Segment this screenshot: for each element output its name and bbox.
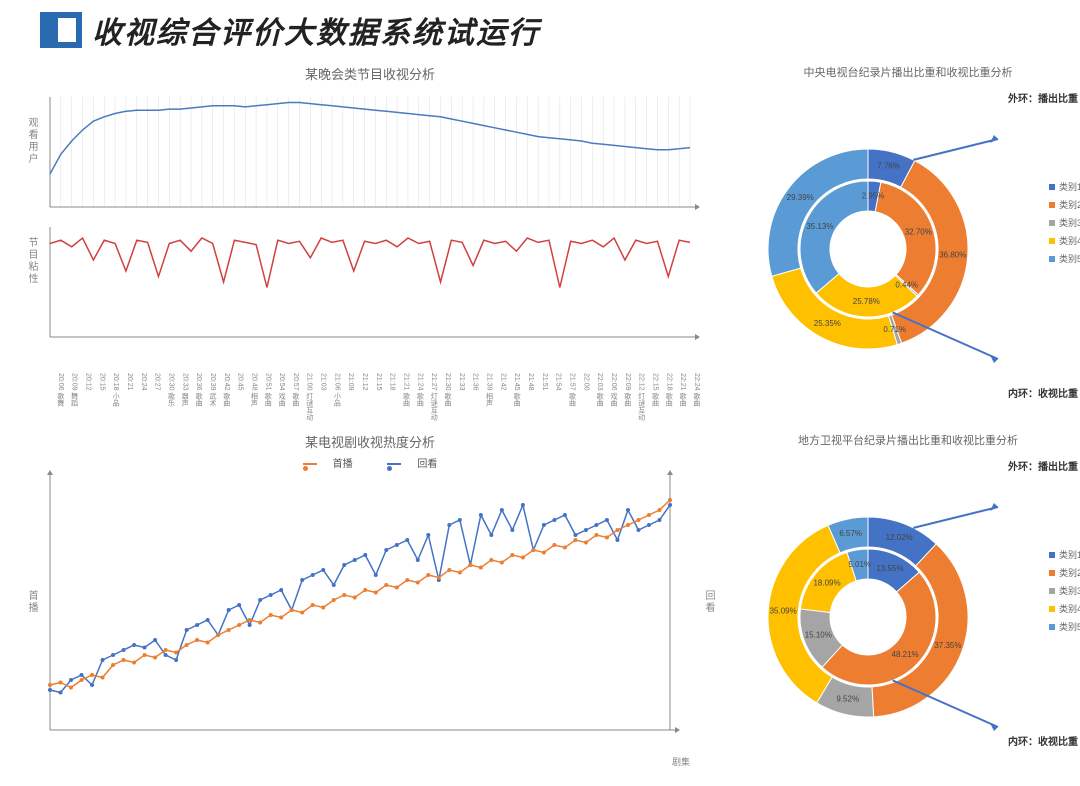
chart2-svg	[20, 470, 700, 750]
svg-text:7.76%: 7.76%	[877, 162, 900, 171]
svg-text:12.02%: 12.02%	[886, 533, 913, 542]
chart1-xticks: 20:06 歌舞20:09 舞蹈20:1220:1520:18 小品20:212…	[20, 373, 720, 420]
donut1-title: 中央电视台纪录片播出比重和收视比重分析	[728, 60, 1080, 84]
chart1-svg	[20, 87, 700, 357]
chart2-legend: 首播 回看	[20, 455, 720, 470]
chart2-legend1: 首播	[333, 459, 353, 470]
donut1-legend: 类别1类别2类别3类别4类别5	[1049, 180, 1080, 270]
svg-text:5.01%: 5.01%	[848, 560, 871, 569]
svg-text:9.52%: 9.52%	[836, 695, 859, 704]
svg-text:0.44%: 0.44%	[895, 280, 918, 289]
svg-text:37.35%: 37.35%	[934, 641, 961, 650]
chart1-sub2-ylabel: 节目粘性	[24, 237, 39, 285]
svg-text:25.78%: 25.78%	[853, 297, 880, 306]
svg-text:35.13%: 35.13%	[806, 222, 833, 231]
panel-donut2: 地方卫视平台纪录片播出比重和收视比重分析 12.02% 37.35% 9.52% 35…	[728, 428, 1080, 768]
svg-text:48.21%: 48.21%	[892, 650, 919, 659]
chart1-sub1-ylabel: 观看用户	[24, 117, 39, 165]
header-icon	[40, 12, 82, 48]
svg-text:18.09%: 18.09%	[813, 578, 840, 587]
svg-text:6.57%: 6.57%	[839, 529, 862, 538]
chart2-xlabel: 剧集	[20, 755, 720, 768]
donut2-title: 地方卫视平台纪录片播出比重和收视比重分析	[728, 428, 1080, 452]
chart2-legend2: 回看	[417, 459, 437, 470]
svg-text:0.71%: 0.71%	[883, 325, 906, 334]
svg-text:2.95%: 2.95%	[862, 191, 885, 200]
svg-text:32.70%: 32.70%	[905, 227, 932, 236]
page-title: 收视综合评价大数据系统试运行	[92, 8, 540, 52]
donut2-inner-label: 内环：收视比重	[1008, 733, 1078, 748]
svg-text:36.80%: 36.80%	[939, 250, 966, 259]
chart2-yleft-label: 首播	[24, 590, 39, 614]
page-header: 收视综合评价大数据系统试运行	[0, 0, 1080, 56]
chart2-yright-label: 回看	[701, 590, 716, 614]
svg-text:25.35%: 25.35%	[814, 319, 841, 328]
donut2-outer-label: 外环：播出比重	[1008, 458, 1078, 473]
svg-text:29.39%: 29.39%	[787, 193, 814, 202]
donut1-outer-label: 外环：播出比重	[1008, 90, 1078, 105]
dashboard-grid: 某晚会类节目收视分析 观看用户 节目粘性 20:06 歌舞20:09 舞蹈20:…	[0, 56, 1080, 778]
panel-donut1: 中央电视台纪录片播出比重和收视比重分析 7.76% 36.80% 0.71% 25.3…	[728, 60, 1080, 420]
donut2-legend: 类别1类别2类别3类别4类别5	[1049, 548, 1080, 638]
svg-text:13.55%: 13.55%	[876, 564, 903, 573]
svg-text:35.09%: 35.09%	[770, 607, 797, 616]
donut1-inner-label: 内环：收视比重	[1008, 385, 1078, 400]
svg-text:15.10%: 15.10%	[805, 631, 832, 640]
donut1-svg: 7.76% 36.80% 0.71% 25.35% 29.39% 2.95% 32.70% 0…	[728, 84, 1080, 394]
donut2-svg: 12.02% 37.35% 9.52% 35.09% 6.57% 13.55% 48.21%…	[728, 452, 1080, 752]
chart1-title: 某晚会类节目收视分析	[20, 60, 720, 87]
panel-gala-analysis: 某晚会类节目收视分析 观看用户 节目粘性 20:06 歌舞20:09 舞蹈20:…	[20, 60, 720, 420]
chart2-title: 某电视剧收视热度分析	[20, 428, 720, 455]
panel-drama-heat: 某电视剧收视热度分析 首播 回看 首播 回看 剧集	[20, 428, 720, 768]
